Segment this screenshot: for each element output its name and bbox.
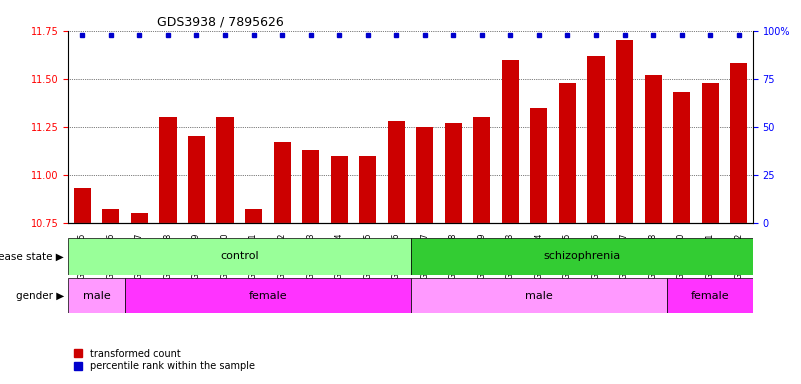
Bar: [68, 238, 410, 275]
Bar: [68, 278, 125, 313]
Bar: [445, 123, 462, 223]
Text: male: male: [83, 291, 111, 301]
Bar: [410, 238, 753, 275]
Bar: [125, 278, 410, 313]
Bar: [103, 209, 119, 223]
Bar: [667, 278, 753, 313]
Bar: [501, 60, 519, 223]
Text: male: male: [525, 291, 553, 301]
Legend: transformed count, percentile rank within the sample: transformed count, percentile rank withi…: [73, 349, 256, 371]
Bar: [216, 117, 234, 223]
Bar: [302, 150, 319, 223]
Bar: [245, 209, 262, 223]
Bar: [131, 213, 148, 223]
Bar: [410, 278, 667, 313]
Bar: [730, 63, 747, 223]
Bar: [388, 121, 405, 223]
Bar: [188, 136, 205, 223]
Bar: [473, 117, 490, 223]
Text: female: female: [690, 291, 730, 301]
Bar: [74, 188, 91, 223]
Text: schizophrenia: schizophrenia: [543, 251, 620, 262]
Bar: [587, 56, 605, 223]
Bar: [702, 83, 718, 223]
Text: control: control: [220, 251, 259, 262]
Text: female: female: [248, 291, 287, 301]
Bar: [559, 83, 576, 223]
Bar: [530, 108, 547, 223]
Bar: [673, 92, 690, 223]
Bar: [645, 75, 662, 223]
Bar: [273, 142, 291, 223]
Bar: [417, 127, 433, 223]
Text: GDS3938 / 7895626: GDS3938 / 7895626: [157, 15, 284, 28]
Bar: [159, 117, 176, 223]
Text: disease state ▶: disease state ▶: [0, 251, 64, 262]
Bar: [359, 156, 376, 223]
Bar: [331, 156, 348, 223]
Bar: [616, 40, 633, 223]
Text: gender ▶: gender ▶: [16, 291, 64, 301]
